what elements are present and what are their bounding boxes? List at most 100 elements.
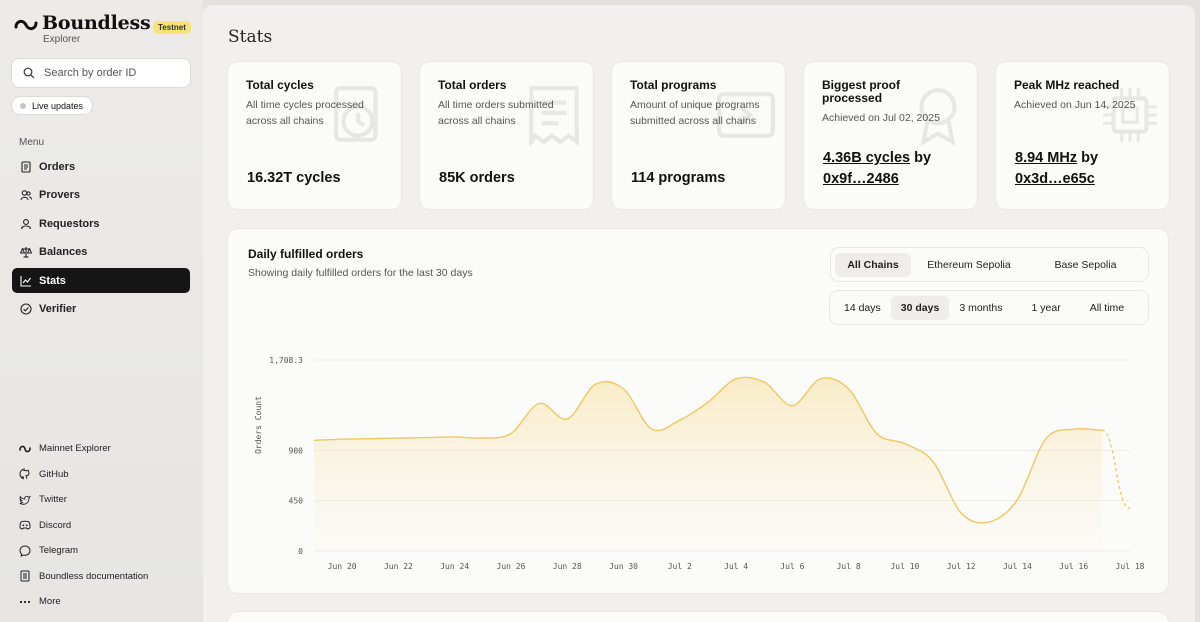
footer-link-github[interactable]: GitHub [12, 462, 148, 488]
range-selector: 14 days 30 days 3 months 1 year All time [830, 291, 1148, 324]
x-tick-label: Jun 26 [497, 562, 526, 571]
y-tick-label: 0 [298, 547, 303, 556]
chart-icon [20, 275, 31, 287]
brand-subtitle: Explorer [43, 34, 81, 45]
peak-mhz-link[interactable]: 8.94 MHz [1015, 150, 1078, 166]
daily-orders-chart-card: 0 450 900 1,708.3 Orders Count Jun 20 Jun 22 Ju… [228, 229, 1168, 593]
stat-card-peak-mhz: Peak MHz reached Achieved on Jun 14, 202… [996, 62, 1169, 209]
footer-link-twitter[interactable]: Twitter [12, 487, 148, 513]
sidebar-item-orders[interactable]: Orders [12, 154, 190, 179]
stat-card-total-programs: Total programs Amount of unique programs… [612, 62, 785, 209]
footer-link-discord[interactable]: Discord [12, 513, 148, 539]
book-icon [20, 570, 30, 582]
footer-link-documentation[interactable]: Boundless documentation [12, 564, 148, 590]
y-axis-label: Orders Count [254, 396, 263, 454]
x-tick-label: Jun 22 [384, 562, 413, 571]
y-tick-label: 1,708.3 [269, 356, 303, 365]
range-option-3-months[interactable]: 3 months [959, 301, 1003, 314]
x-tick-label: Jul 6 [780, 562, 804, 571]
twitter-icon [19, 495, 31, 505]
users-icon [20, 190, 32, 201]
sidebar-item-label: Stats [39, 274, 66, 287]
receipt-icon [529, 86, 579, 146]
footer-link-label: Twitter [39, 494, 67, 506]
telegram-icon [19, 545, 31, 557]
biggest-proof-cycles-link[interactable]: 4.36B cycles [823, 150, 911, 166]
chain-option-ethereum-sepolia[interactable]: Ethereum Sepolia [927, 258, 1011, 271]
card-value: 85K orders [439, 170, 515, 186]
x-tick-label: Jun 24 [440, 562, 469, 571]
sidebar-item-provers[interactable]: Provers [12, 183, 190, 208]
card-value: 114 programs [631, 170, 726, 186]
x-tick-label: Jun 28 [553, 562, 582, 571]
chain-option-all-chains[interactable]: All Chains [835, 252, 911, 277]
projected-series-line [1101, 429, 1131, 510]
biggest-proof-address-link[interactable]: 0x9f…2486 [823, 171, 899, 187]
user-icon [20, 218, 32, 229]
sidebar-item-stats[interactable]: Stats [12, 268, 190, 293]
range-option-14-days[interactable]: 14 days [844, 301, 881, 314]
chart-subtitle: Showing daily fulfilled orders for the l… [248, 267, 473, 279]
brand[interactable]: Boundless Explorer [14, 12, 191, 56]
sidebar: Boundless Explorer Testnet Live updates … [0, 0, 203, 622]
series-line [313, 376, 1102, 524]
card-value: 8.94 MHz by 0x3d…e65c [1015, 148, 1098, 190]
x-tick-label: Jun 30 [609, 562, 638, 571]
chart-title: Daily fulfilled orders [248, 247, 364, 261]
card-title: Peak MHz reached [1014, 78, 1120, 92]
search-input[interactable] [44, 67, 184, 79]
document-icon [21, 160, 31, 173]
x-tick-label: Jun 20 [328, 562, 357, 571]
live-updates-toggle[interactable]: Live updates [12, 97, 93, 114]
sidebar-item-label: Requestors [39, 217, 100, 230]
series-area [314, 377, 1102, 551]
award-icon [919, 88, 957, 146]
sidebar-item-balances[interactable]: Balances [12, 240, 190, 265]
sidebar-item-verifier[interactable]: Verifier [12, 297, 190, 322]
menu-title: Menu [19, 137, 45, 148]
range-option-all-time[interactable]: All time [1089, 301, 1125, 314]
range-option-1-year[interactable]: 1 year [1031, 301, 1061, 314]
stat-card-total-orders: Total orders All time orders submitted a… [420, 62, 593, 209]
card-title: Total programs [630, 78, 717, 92]
scale-icon [20, 247, 32, 258]
clock-document-icon [334, 86, 378, 142]
search-box[interactable] [12, 59, 190, 87]
footer-link-telegram[interactable]: Telegram [12, 538, 148, 564]
footer-link-label: More [39, 596, 61, 608]
live-updates-label: Live updates [32, 100, 84, 111]
x-tick-label: Jul 4 [724, 562, 748, 571]
sidebar-item-label: Verifier [39, 303, 77, 315]
value-by-text: by [910, 150, 932, 166]
sidebar-item-requestors[interactable]: Requestors [12, 211, 190, 236]
footer-link-more[interactable]: More [12, 589, 148, 615]
chain-option-base-sepolia[interactable]: Base Sepolia [1054, 258, 1117, 271]
card-description: Achieved on Jul 02, 2025 [822, 112, 940, 124]
card-value: 4.36B cycles by 0x9f…2486 [823, 148, 931, 190]
card-title: Total cycles [246, 78, 314, 92]
range-option-30-days[interactable]: 30 days [890, 295, 950, 320]
footer-link-mainnet-explorer[interactable]: Mainnet Explorer [12, 436, 148, 462]
footer-link-label: Mainnet Explorer [39, 443, 111, 455]
search-icon [23, 67, 35, 79]
live-status-dot [20, 102, 26, 109]
footer-link-label: Boundless documentation [39, 570, 149, 582]
footer-links: Mainnet Explorer GitHub Twitter Discord … [12, 436, 148, 615]
chip-icon [1103, 88, 1157, 142]
stat-card-biggest-proof: Biggest proof processed Achieved on Jul … [804, 62, 977, 209]
card-value: 16.32T cycles [247, 170, 341, 186]
discord-icon [19, 521, 31, 530]
x-tick-label: Jul 12 [947, 562, 976, 571]
next-section-card [228, 612, 1168, 622]
github-icon [19, 468, 30, 480]
card-description: Achieved on Jun 14, 2025 [1014, 99, 1136, 111]
daily-orders-chart: 0 450 900 1,708.3 Orders Count Jun 20 Jun 22 Ju… [254, 356, 1145, 571]
peak-mhz-address-link[interactable]: 0x3d…e65c [1015, 171, 1095, 187]
main-content: Stats Total cycles All time cycles proce… [203, 5, 1195, 622]
x-tick-label: Jul 10 [890, 562, 919, 571]
page-title: Stats [228, 27, 273, 47]
more-icon [19, 600, 31, 603]
stat-card-total-cycles: Total cycles All time cycles processed a… [228, 62, 401, 209]
x-tick-label: Jul 14 [1003, 562, 1032, 571]
program-icon [717, 92, 775, 138]
